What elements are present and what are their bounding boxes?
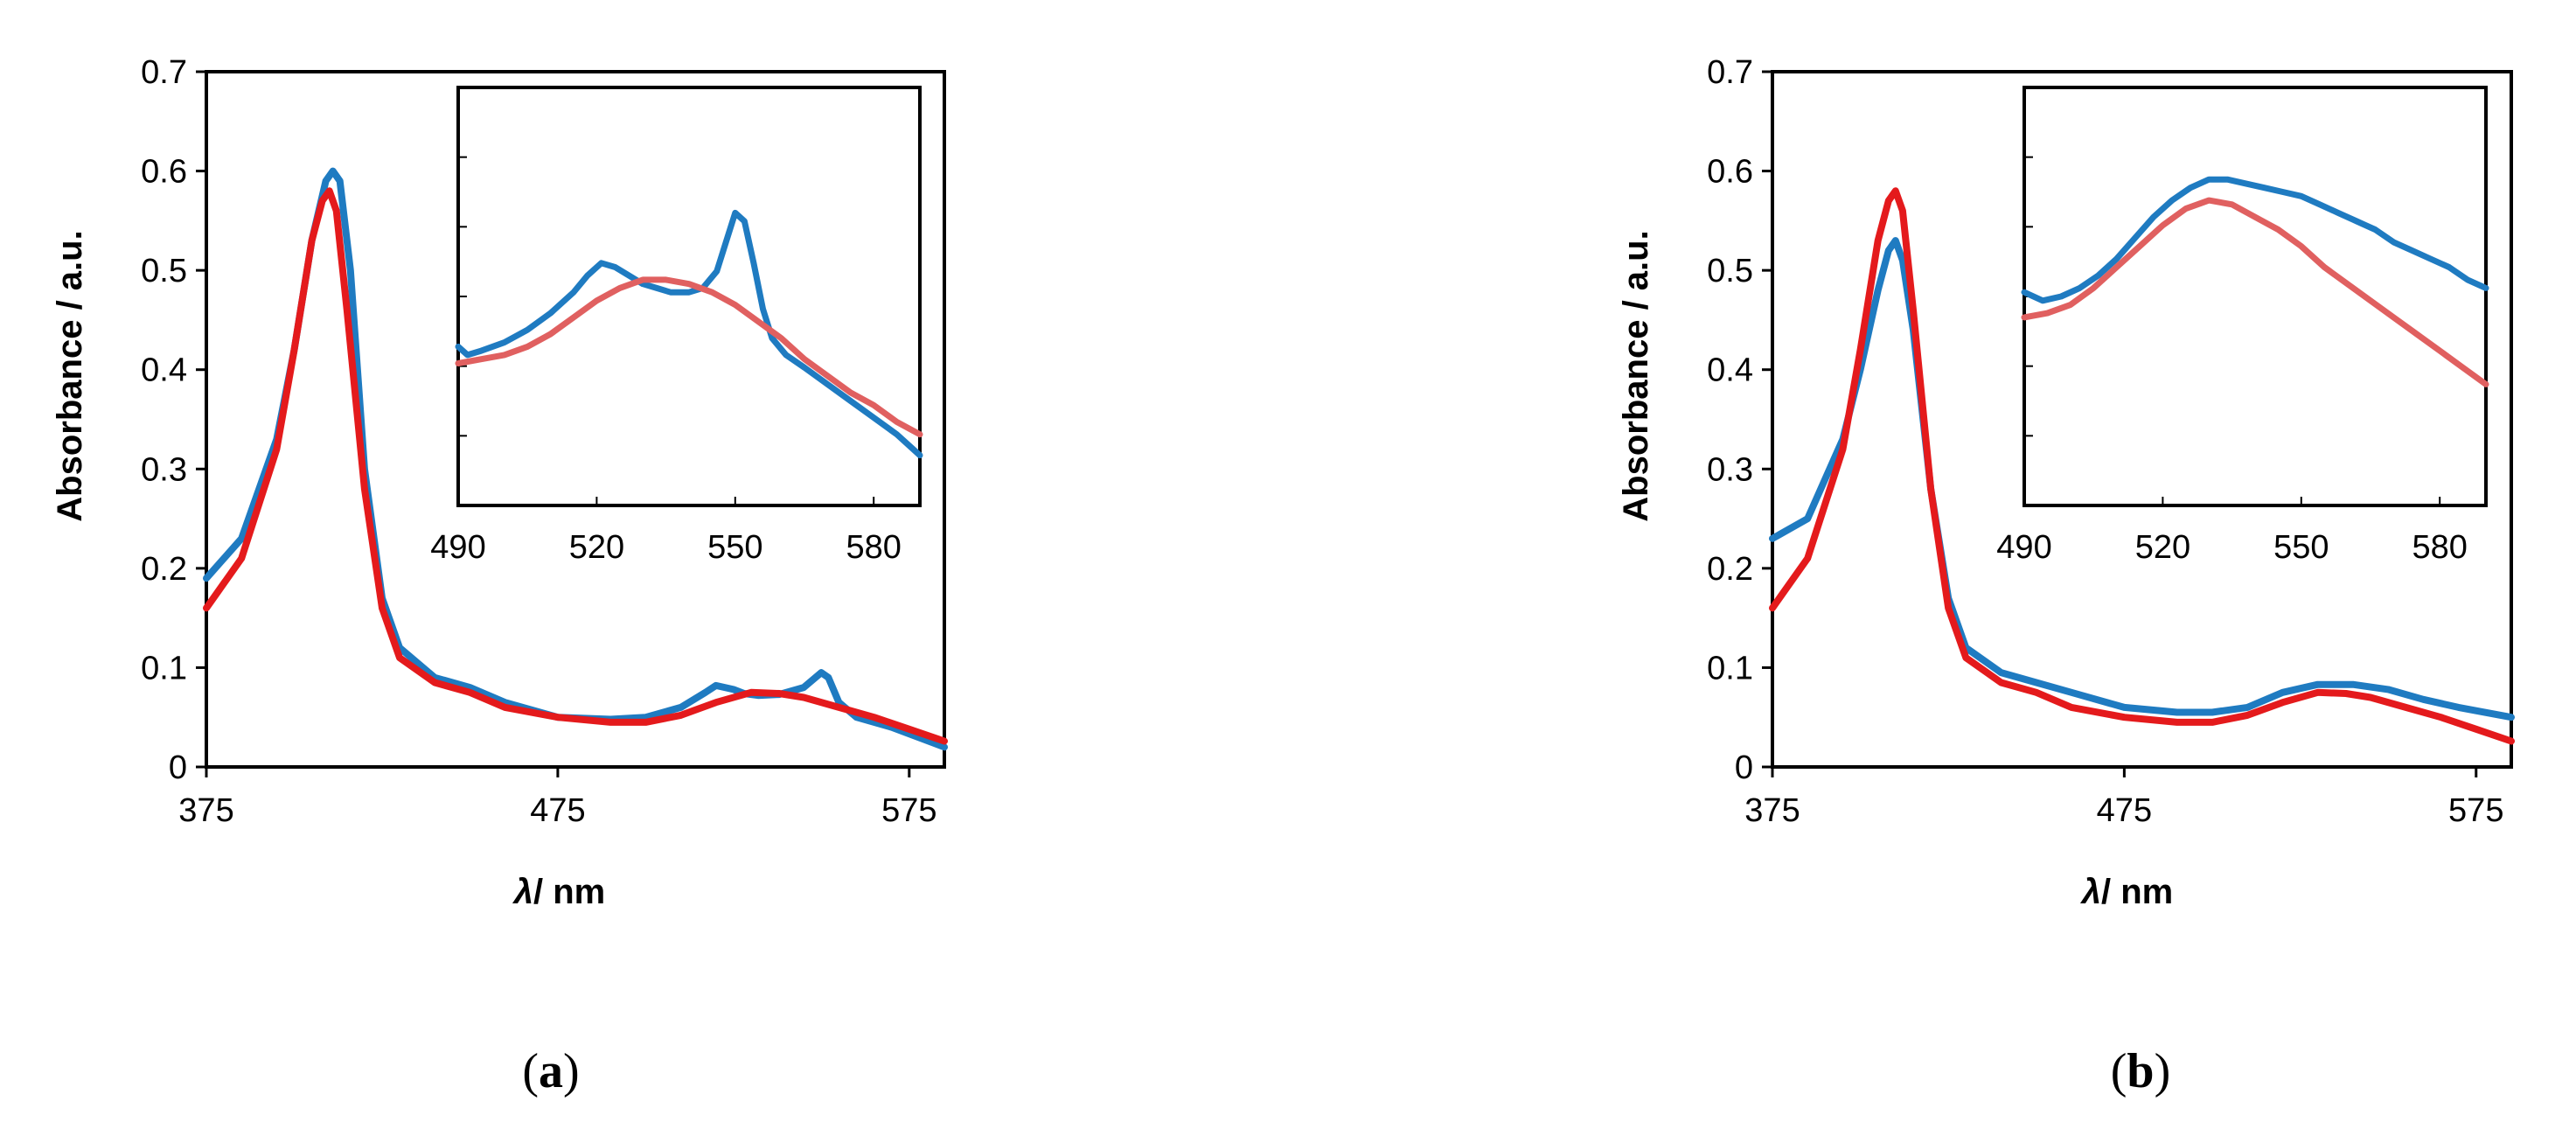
panel-a-inset-xtick-label: 490 xyxy=(430,529,485,566)
panel-a-marks: 0 0.1 0.2 0.3 0.4 0.5 0.6 0.7 375 475 575 xyxy=(141,54,948,829)
panel-b-inset-series-line-1 xyxy=(2021,176,2489,304)
panel-b-inset-xtick-label: 520 xyxy=(2135,529,2190,566)
panel-a-ytick-label: 0.6 xyxy=(141,154,187,191)
panel-b-label-letter: b xyxy=(2127,1044,2154,1098)
panel-b-xtick-label: 375 xyxy=(1744,792,1800,829)
panel-a-ytick-label: 0.3 xyxy=(141,451,187,488)
panel-b-ytick-label: 0 xyxy=(1735,749,1753,786)
panel-a-xlabel-symbol: λ xyxy=(512,873,533,911)
panel-b-label: (b) xyxy=(2111,1044,2170,1098)
panel-b-inset-xtick-label: 580 xyxy=(2412,529,2467,566)
panel-a-label-open: ( xyxy=(522,1044,539,1098)
panel-a-label-letter: a xyxy=(539,1044,563,1098)
panel-b-xtick-label: 475 xyxy=(2097,792,2152,829)
panel-b-series-line-1 xyxy=(1769,237,2515,721)
panel-b-label-close: ) xyxy=(2155,1044,2171,1098)
panel-a-ylabel: Absorbance / a.u. xyxy=(51,230,89,521)
panel-a-ytick-label: 0.7 xyxy=(141,54,187,91)
panel-a-series-line-2 xyxy=(203,187,948,745)
panel-a-inset-xtick-label: 550 xyxy=(707,529,762,566)
panel-b-series-line-2 xyxy=(1769,187,2515,745)
panel-b-ytick-label: 0.7 xyxy=(1707,54,1753,91)
panel-a-inset-series-line-2 xyxy=(455,276,923,438)
panel-a-plot-frame xyxy=(205,70,946,769)
panel-b-label-open: ( xyxy=(2111,1044,2127,1098)
panel-a-inset-frame xyxy=(456,86,922,507)
panel-b-inset-series-line-2 xyxy=(2021,197,2489,387)
panel-b-xtick-label: 575 xyxy=(2448,792,2503,829)
panel-a-inset-xtick-label: 580 xyxy=(846,529,901,566)
panel-b-ylabel: Absorbance / a.u. xyxy=(1617,230,1655,521)
panel-a-label-close: ) xyxy=(563,1044,580,1098)
panel-a-label: (a) xyxy=(522,1044,579,1098)
panel-a-ytick-label: 0.5 xyxy=(141,253,187,289)
panel-b-ytick-label: 0.2 xyxy=(1707,551,1753,588)
panel-a-xlabel-unit: / nm xyxy=(533,873,605,911)
panel-b-marks: 0 0.1 0.2 0.3 0.4 0.5 0.6 0.7 375 475 575 xyxy=(1707,54,2515,829)
panel-b-inset-frame xyxy=(2023,86,2488,507)
panel-b-xlabel-symbol: λ xyxy=(2080,873,2101,911)
panel-a-ytick-label: 0.2 xyxy=(141,551,187,588)
panel-b-ytick-label: 0.3 xyxy=(1707,451,1753,488)
panel-b-inset-xtick-label: 550 xyxy=(2273,529,2329,566)
panel-b-ytick-label: 0.6 xyxy=(1707,154,1753,191)
panel-b-inset: 490 520 550 580 xyxy=(1996,86,2489,566)
panel-a-inset: 490 520 550 580 xyxy=(430,86,923,566)
panel-a-ytick-label: 0 xyxy=(169,749,187,786)
panel-a-xlabel: λ/ nm xyxy=(512,873,605,911)
panel-a-xtick-label: 475 xyxy=(530,792,585,829)
chart-panel-b: 0 0.1 0.2 0.3 0.4 0.5 0.6 0.7 375 475 575 490 520 55… xyxy=(1617,54,2515,1098)
panel-a-inset-series-line-1 xyxy=(455,209,923,459)
chart-panel-a: 0 0.1 0.2 0.3 0.4 0.5 0.6 0.7 375 475 575 490 520 55… xyxy=(51,54,948,1098)
panel-b-xlabel: λ/ nm xyxy=(2080,873,2173,911)
panel-b-xlabel-unit: / nm xyxy=(2101,873,2173,911)
panel-a-xtick-label: 575 xyxy=(881,792,936,829)
panel-b-inset-xtick-label: 490 xyxy=(1996,529,2051,566)
panel-a-ytick-label: 0.1 xyxy=(141,650,187,686)
panel-b-ytick-label: 0.4 xyxy=(1707,352,1753,389)
panel-b-plot-frame xyxy=(1771,70,2513,769)
panel-a-xtick-label: 375 xyxy=(178,792,233,829)
panel-b-ytick-label: 0.5 xyxy=(1707,253,1753,289)
panel-a-ytick-label: 0.4 xyxy=(141,352,187,389)
panel-a-inset-xtick-label: 520 xyxy=(569,529,624,566)
panel-b-ytick-label: 0.1 xyxy=(1707,650,1753,686)
